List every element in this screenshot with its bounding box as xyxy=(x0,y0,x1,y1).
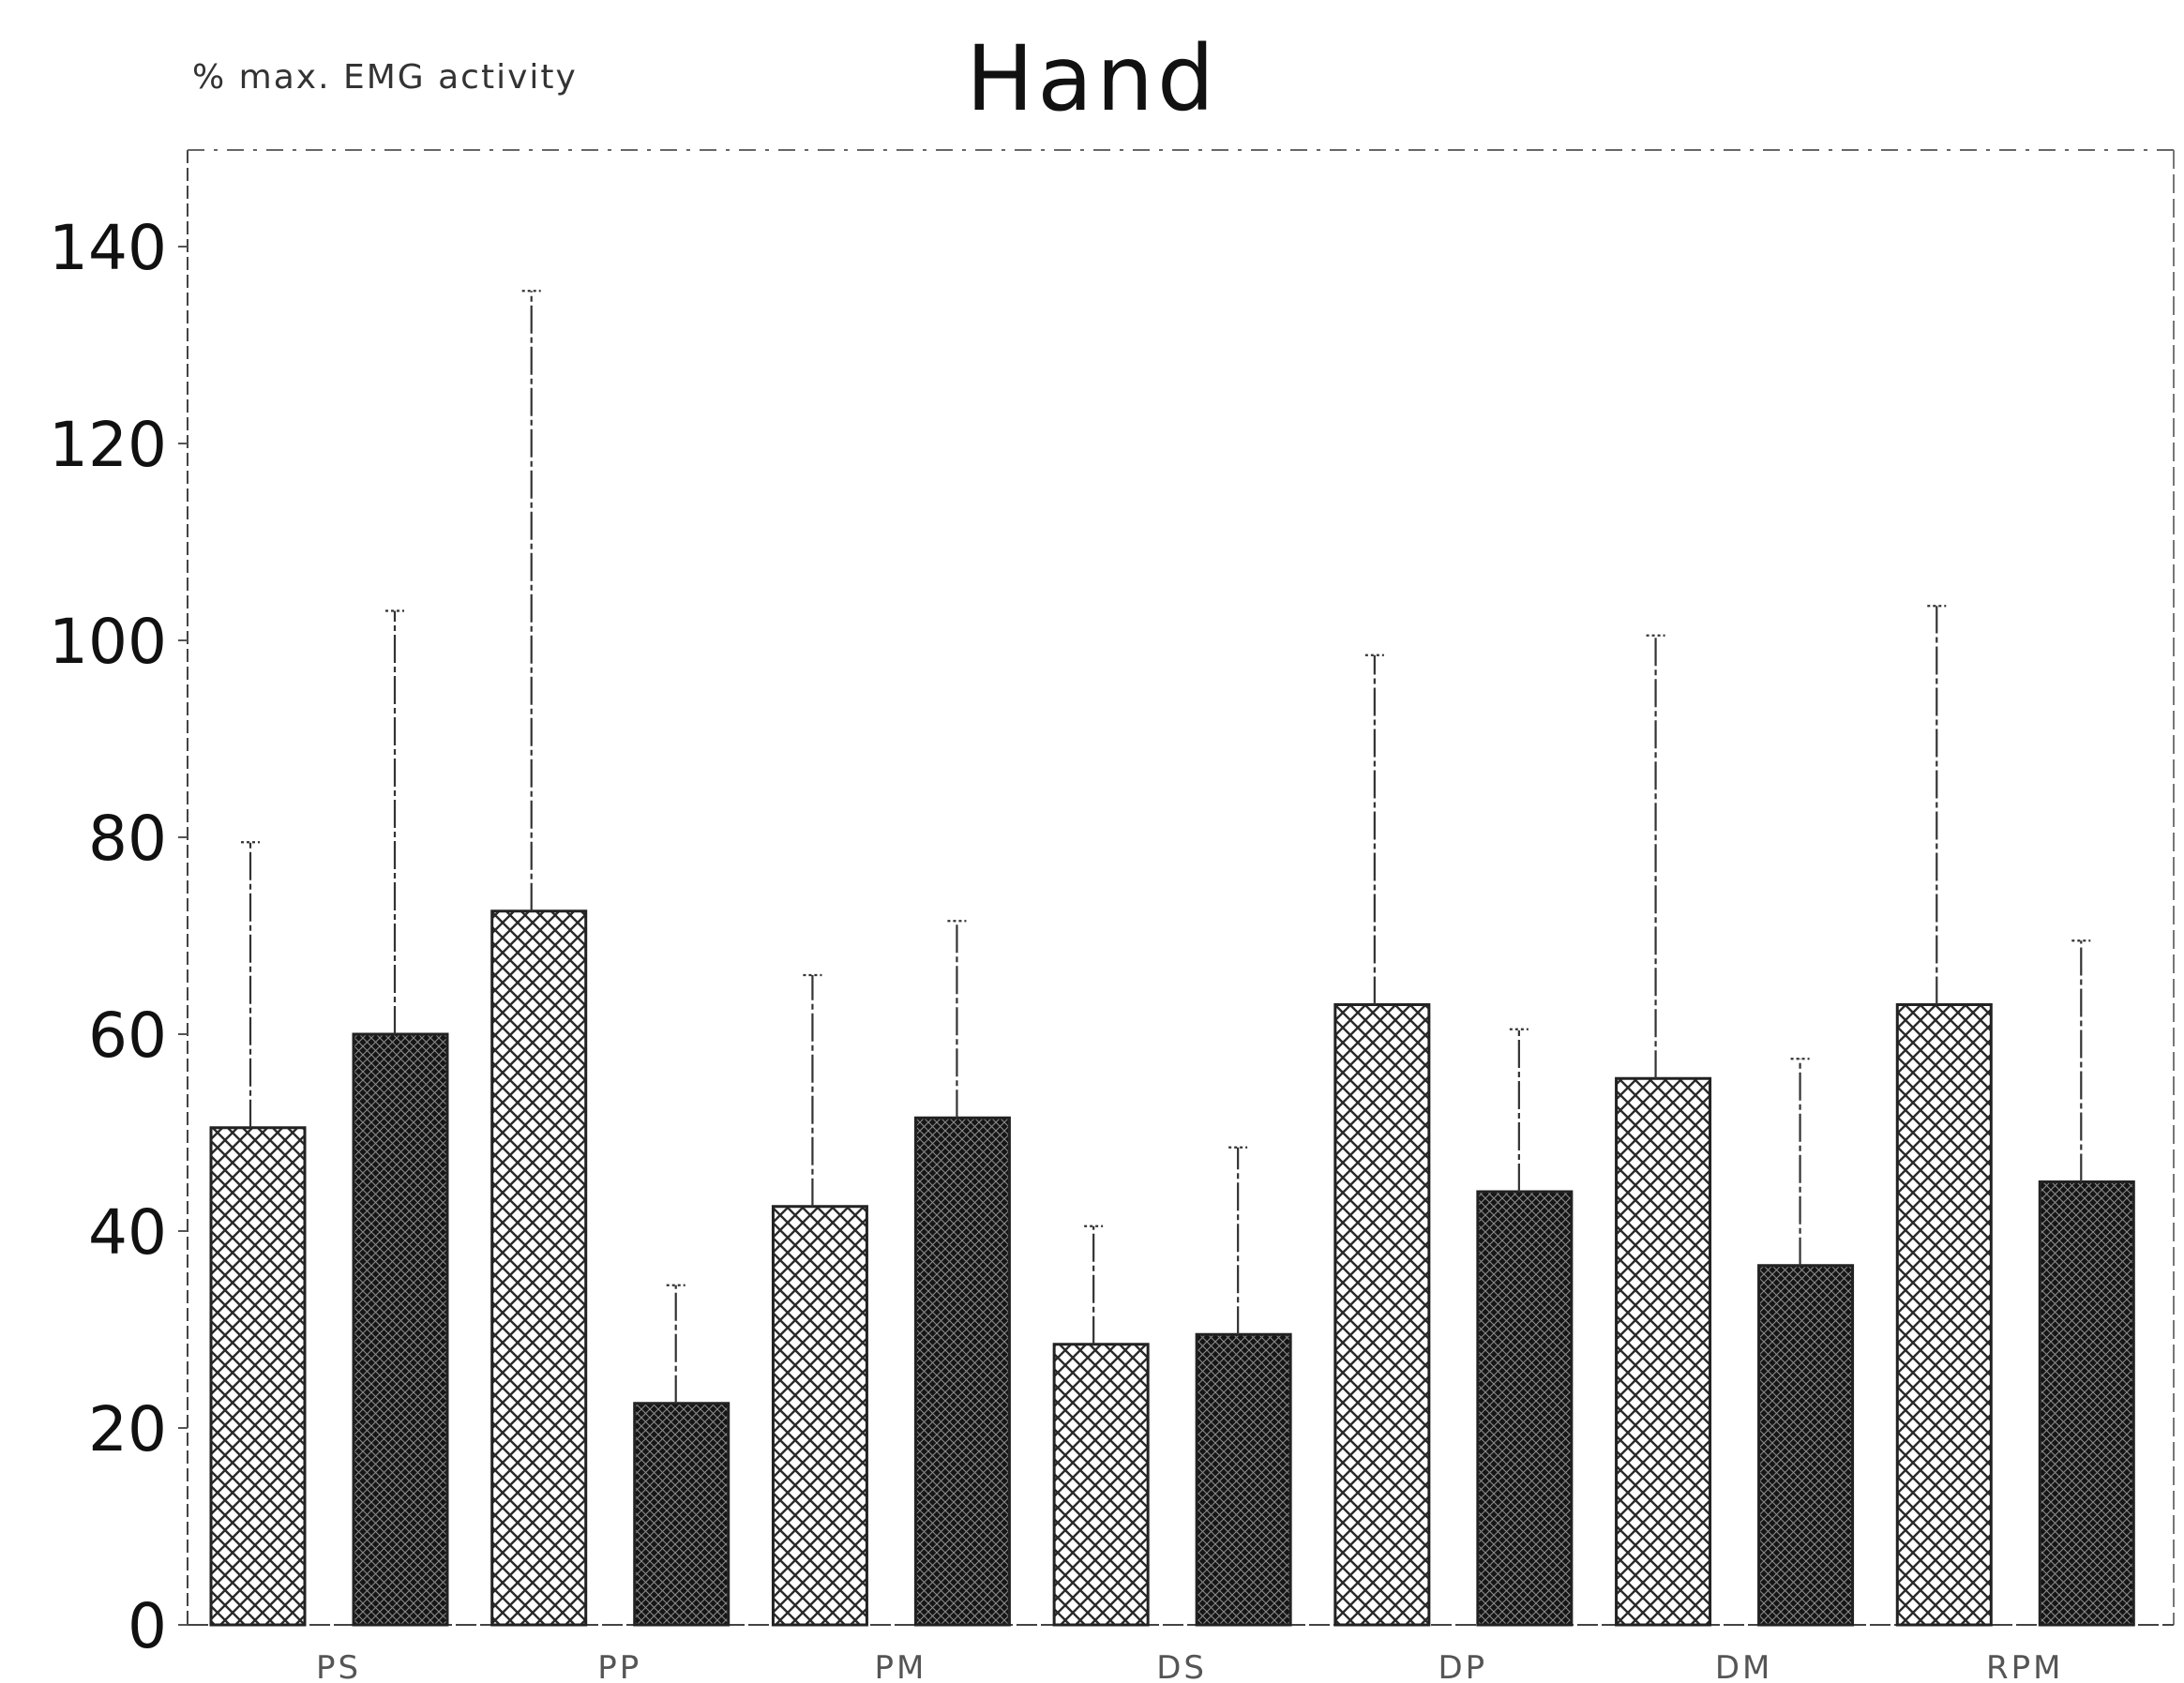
bar-group-ps-2 xyxy=(352,609,449,1627)
bar xyxy=(1895,1003,1993,1627)
bar-group-pp-1 xyxy=(490,290,588,1627)
bar xyxy=(633,1402,731,1627)
bar-group-pp-2 xyxy=(633,1284,731,1627)
x-tick-label: DS xyxy=(1156,1649,1207,1683)
bar-group-rpm-2 xyxy=(2038,939,2135,1627)
x-tick-label: PS xyxy=(316,1649,361,1683)
bar-group-ps-1 xyxy=(209,841,307,1627)
bar xyxy=(1757,1264,1855,1627)
bar-group-pm-2 xyxy=(913,920,1011,1627)
x-tick-label: RPM xyxy=(1986,1649,2063,1683)
x-tick-label: DP xyxy=(1438,1649,1488,1683)
y-tick-label: 20 xyxy=(88,1393,167,1465)
bar-group-pm-1 xyxy=(771,973,868,1627)
bar xyxy=(2038,1180,2135,1627)
bar xyxy=(490,909,588,1627)
bar-group-dp-2 xyxy=(1476,1028,1574,1627)
bar xyxy=(209,1126,307,1627)
y-tick-label: 140 xyxy=(49,212,167,284)
bar-group-rpm-1 xyxy=(1895,605,1993,1627)
x-tick-label: PP xyxy=(597,1649,641,1683)
y-tick-label: 0 xyxy=(128,1590,167,1662)
bar xyxy=(352,1032,449,1627)
y-tick-label: 100 xyxy=(49,606,167,678)
bar-group-ds-2 xyxy=(1195,1146,1292,1627)
bar xyxy=(1333,1003,1431,1627)
bar xyxy=(1052,1343,1150,1627)
y-axis-label: % max. EMG activity xyxy=(192,58,578,97)
y-tick-label: 40 xyxy=(88,1196,167,1269)
chart-title: Hand xyxy=(966,26,1218,131)
y-tick-label: 60 xyxy=(88,999,167,1072)
bar-group-ds-1 xyxy=(1052,1225,1150,1627)
bar-group-dm-1 xyxy=(1615,634,1712,1627)
bar-group-dp-1 xyxy=(1333,654,1431,1627)
bar xyxy=(771,1205,868,1627)
bar xyxy=(1195,1332,1292,1627)
bar xyxy=(1476,1190,1574,1627)
bar xyxy=(913,1116,1011,1627)
bar xyxy=(1615,1076,1712,1627)
x-tick-label: PM xyxy=(875,1649,927,1683)
x-tick-label: DM xyxy=(1715,1649,1773,1683)
y-tick-label: 80 xyxy=(88,803,167,875)
y-tick-label: 120 xyxy=(49,409,167,481)
bar-group-dm-2 xyxy=(1757,1058,1855,1627)
